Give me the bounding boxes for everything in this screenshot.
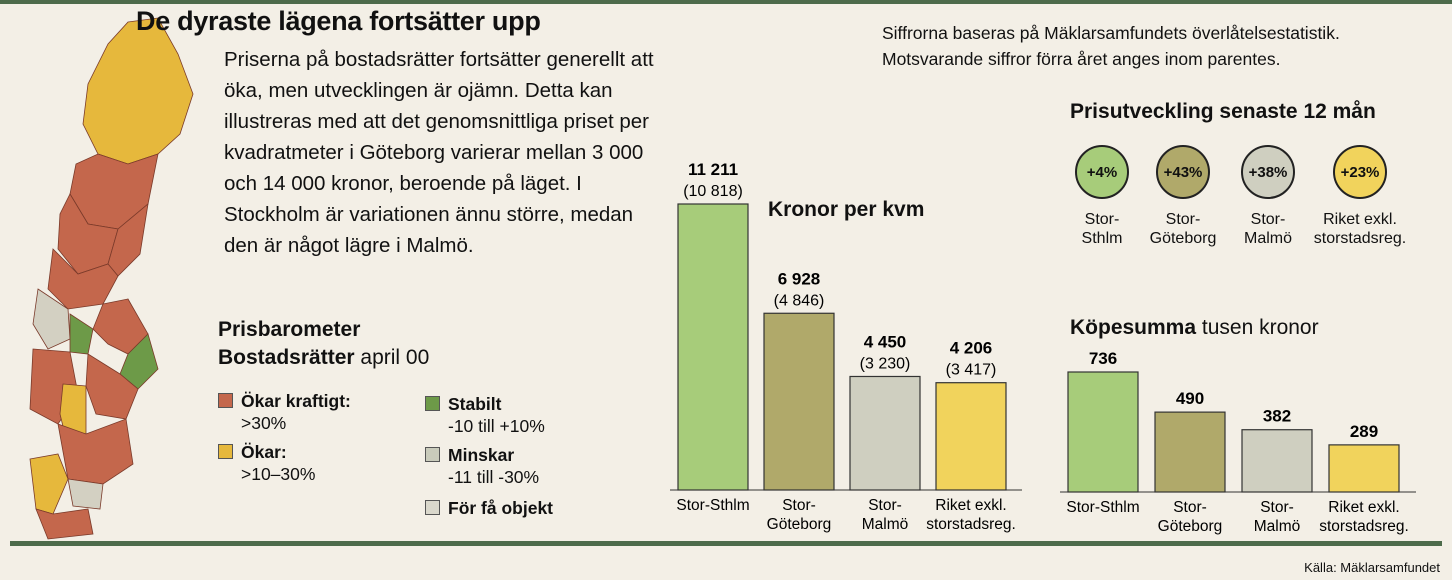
bar xyxy=(1328,444,1400,493)
map-region-blekinge xyxy=(67,478,104,510)
percent-circle: +4% xyxy=(1075,145,1129,199)
chart-kopesumma: 736 Stor-Sthlm 490 Stor- Göteborg 382 Stor- Mal… xyxy=(1060,349,1416,535)
legend-swatch-grey xyxy=(425,447,440,462)
map-region-varmland xyxy=(32,288,71,350)
prisbarometer-title: Prisbarometer Bostadsrätter april 00 xyxy=(218,316,429,372)
category-label: Stor- xyxy=(868,497,902,514)
circle-category-line: Stor- xyxy=(1250,211,1286,228)
circle-category-line: Stor- xyxy=(1084,211,1120,228)
map-region-norrbotten xyxy=(82,17,194,165)
previous-year-label: (3 230) xyxy=(860,355,911,372)
category-label: Malmö xyxy=(1254,518,1301,535)
category-label: Riket exkl. xyxy=(1328,499,1400,516)
bar xyxy=(1067,371,1139,493)
circle-category-line: Göteborg xyxy=(1149,230,1217,247)
circle-category-line: Riket exkl. xyxy=(1323,211,1397,228)
category-label: storstadsreg. xyxy=(926,516,1016,533)
bar xyxy=(935,382,1007,491)
source-credit: Källa: Mäklarsamfundet xyxy=(1304,560,1440,575)
data-label: 11 211 xyxy=(688,160,738,179)
map-region-skane xyxy=(35,508,94,540)
circle-category-line: storstadsreg. xyxy=(1313,230,1407,247)
category-label: Stor-Sthlm xyxy=(676,497,749,514)
circle-category-label: Stor- Göteborg xyxy=(1118,210,1248,248)
circle-category-label: Stor- Malmö xyxy=(1203,210,1333,248)
bar xyxy=(849,375,921,491)
chart-kopesumma-title: Köpesumma tusen kronor xyxy=(1070,316,1319,340)
bar xyxy=(1154,411,1226,493)
bar xyxy=(677,203,749,491)
bar xyxy=(763,312,835,491)
data-label: 289 xyxy=(1350,422,1378,441)
category-label: Riket exkl. xyxy=(935,497,1007,514)
chart-kronor-per-kvm: (10 818) 11 211 Stor-Sthlm (4 846) 6 928 Stor… xyxy=(670,160,1022,533)
circle-category-label: Riket exkl. storstadsreg. xyxy=(1295,210,1425,248)
prisbarometer-title-date: april 00 xyxy=(360,346,430,369)
legend-swatch-green xyxy=(425,396,440,411)
category-label: Göteborg xyxy=(767,516,832,533)
circle-category-label: Stor- Sthlm xyxy=(1037,210,1167,248)
legend-label: Ökar kraftigt: xyxy=(241,391,351,411)
prisbarometer-title-line1: Prisbarometer xyxy=(218,318,361,341)
category-label: Stor-Sthlm xyxy=(1066,499,1139,516)
chart-kronor-title: Kronor per kvm xyxy=(768,198,925,221)
intro-text: Priserna på bostadsrätter fortsätter gen… xyxy=(224,48,654,257)
top-rule xyxy=(0,0,1452,4)
data-label: 4 206 xyxy=(950,339,993,358)
category-label: Malmö xyxy=(862,516,909,533)
source-note: Siffrorna baseras på Mäklarsamfundets öv… xyxy=(882,23,1340,69)
percent-circle: +38% xyxy=(1241,145,1295,199)
previous-year-label: (10 818) xyxy=(683,183,743,200)
map-region-dalarna xyxy=(47,248,119,310)
category-label: Stor- xyxy=(1260,499,1294,516)
map-region-vasternorrland xyxy=(107,203,149,277)
legend-label: Ökar: xyxy=(241,442,287,462)
circle-category-line: Malmö xyxy=(1243,230,1292,247)
prisbarometer-title-bold: Bostadsrätter xyxy=(218,346,355,369)
legend-swatch-red xyxy=(218,393,233,408)
chart-kopesumma-subtitle: tusen kronor xyxy=(1201,316,1319,339)
legend-range: >10–30% xyxy=(241,464,316,484)
circle-category-line: Sthlm xyxy=(1081,230,1123,247)
legend-range: -11 till -30% xyxy=(448,467,540,487)
data-label: 382 xyxy=(1263,407,1291,426)
legend-item-for-fa-objekt: För få objekt xyxy=(425,497,553,519)
map-region-stockholm xyxy=(119,333,159,390)
previous-year-label: (3 417) xyxy=(946,362,997,379)
prisutveckling-title: Prisutveckling senaste 12 mån xyxy=(1070,100,1376,123)
percent-circle: +23% xyxy=(1333,145,1387,199)
legend-label: Stabilt xyxy=(448,394,502,414)
percent-circle: +43% xyxy=(1156,145,1210,199)
category-label: Stor- xyxy=(1173,499,1207,516)
legend-range: >30% xyxy=(241,413,287,433)
legend-item-stabilt: Stabilt -10 till +10% xyxy=(425,393,545,437)
previous-year-label: (4 846) xyxy=(774,292,825,309)
data-label: 490 xyxy=(1176,389,1204,408)
data-label: 4 450 xyxy=(864,332,907,351)
legend-label: Minskar xyxy=(448,445,515,465)
circle-category-line: Stor- xyxy=(1165,211,1201,228)
legend-item-minskar: Minskar -11 till -30% xyxy=(425,444,539,488)
map-region-smaland xyxy=(57,418,134,485)
bar xyxy=(1241,429,1313,493)
sweden-map xyxy=(29,17,194,540)
category-label: storstadsreg. xyxy=(1319,518,1409,535)
page-title: De dyraste lägena fortsätter upp xyxy=(136,6,541,36)
bottom-rule xyxy=(10,541,1442,546)
category-label: Stor- xyxy=(782,497,816,514)
legend-item-okar-kraftigt: Ökar kraftigt: >30% xyxy=(218,390,351,434)
map-region-orebro xyxy=(69,313,94,355)
legend-item-okar: Ökar: >10–30% xyxy=(218,441,315,485)
legend-label: För få objekt xyxy=(448,498,554,518)
map-region-halland xyxy=(29,453,69,515)
data-label: 6 928 xyxy=(778,269,821,288)
legend-swatch-yellow xyxy=(218,444,233,459)
data-label: 736 xyxy=(1089,349,1117,368)
category-label: Göteborg xyxy=(1158,518,1223,535)
chart-kopesumma-title-bold: Köpesumma xyxy=(1070,316,1197,339)
legend-swatch-light xyxy=(425,500,440,515)
legend-range: -10 till +10% xyxy=(448,416,545,436)
